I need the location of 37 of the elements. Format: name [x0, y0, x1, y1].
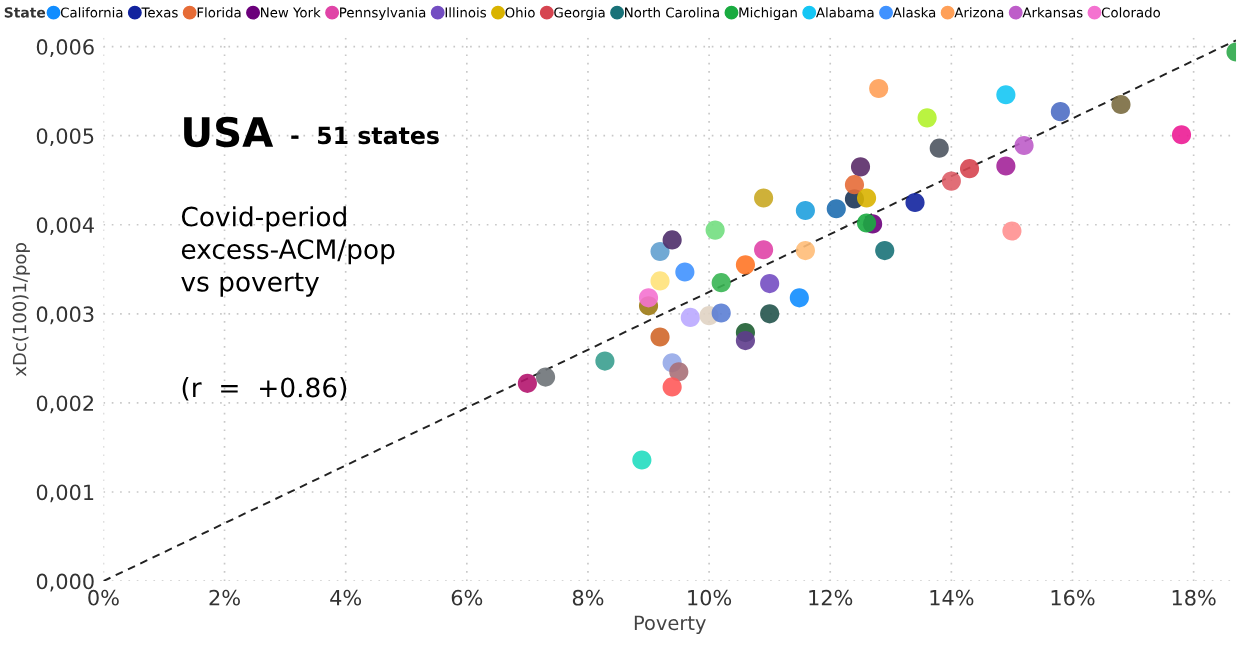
legend-label: Texas	[141, 7, 178, 18]
x-tick-label: 8%	[572, 589, 604, 606]
x-tick-label: 6%	[451, 589, 483, 606]
legend-label: Illinois	[445, 7, 487, 18]
y-axis-title: xDc(100)1/pop	[12, 243, 30, 377]
y-tick-label: 0,004	[36, 217, 94, 236]
annotation: - 51 states	[291, 126, 439, 145]
x-tick-label: 2%	[209, 589, 240, 606]
legend-label: Michigan	[739, 7, 797, 21]
legend-label: Georgia	[554, 7, 605, 21]
legend-label: Arkansas	[1022, 7, 1083, 18]
x-tick-label: 12%	[809, 589, 853, 606]
legend-label: Florida	[197, 7, 241, 18]
legend-label: Colorado	[1101, 7, 1161, 18]
x-tick-label: 14%	[930, 589, 974, 606]
y-tick-label: 0,006	[36, 39, 94, 57]
x-tick-label: 4%	[330, 589, 362, 606]
legend-label: Alabama	[816, 7, 874, 18]
y-tick-label: 0,005	[36, 128, 94, 147]
legend-label: Ohio	[505, 7, 535, 18]
x-axis-title: Poverty	[634, 615, 706, 634]
y-tick-label: 0,001	[36, 484, 94, 503]
y-tick-label: 0,003	[36, 306, 94, 325]
y-tick-label: 0,002	[36, 395, 93, 414]
legend-label: Arizona	[954, 7, 1004, 18]
x-tick-label: 18%	[1172, 589, 1216, 606]
legend-label: New York	[261, 7, 321, 18]
annotation: (r = +0.86)	[182, 377, 347, 401]
legend-label: North Carolina	[625, 7, 719, 18]
annotation: USA	[184, 116, 274, 148]
legend-label: California	[60, 7, 123, 18]
x-tick-label: 16%	[1051, 589, 1095, 606]
x-tick-label: 10%	[688, 589, 732, 606]
annotation: Covid-period excess-ACM/pop vs poverty	[181, 206, 395, 297]
legend-title: State	[4, 7, 46, 18]
legend-label: Pennsylvania	[340, 7, 426, 21]
legend-label: Alaska	[892, 7, 936, 18]
